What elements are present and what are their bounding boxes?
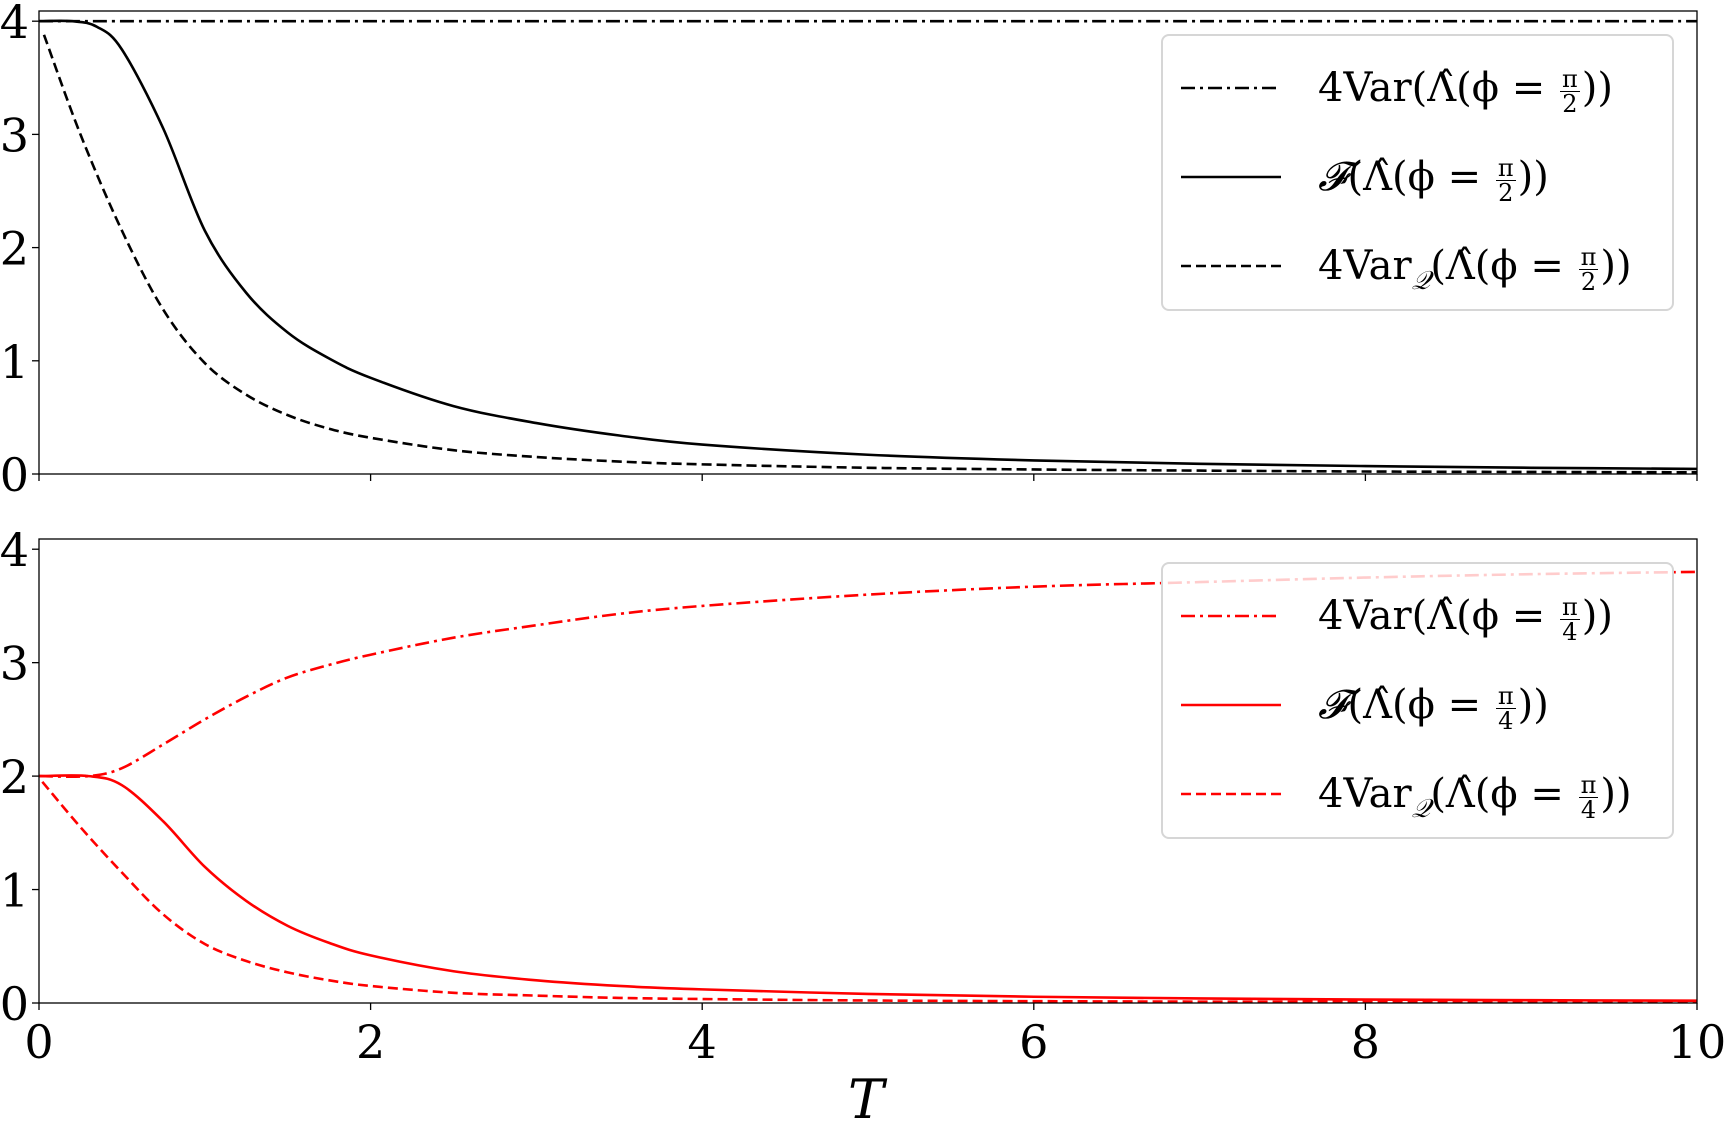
legend-line-sample <box>1181 792 1281 796</box>
legend-line-sample <box>1181 703 1281 707</box>
x-tick-label-10: 10 <box>1668 1015 1725 1069</box>
legend-entry: 4Var(Λ̂(ϕ = π 4)) <box>1163 586 1672 646</box>
legend-entry: 𝓕(Λ̂(ϕ = π 4)) <box>1163 675 1672 735</box>
series-line-0-1 <box>39 19 1697 471</box>
legend-label: 𝓕(Λ̂(ϕ = π 4)) <box>1318 681 1549 735</box>
x-tick-label-4: 4 <box>688 1015 717 1069</box>
legend: 4Var(Λ̂(ϕ = π 4)) 𝓕(Λ̂(ϕ = π 4)) 4Var𝒬(Λ̂(ϕ … <box>1161 562 1674 839</box>
legend-entry: 𝓕(Λ̂(ϕ = π 2)) <box>1163 147 1672 207</box>
legend-label: 4Var(Λ̂(ϕ = π 2)) <box>1318 64 1613 118</box>
legend-label: 4Var𝒬(Λ̂(ϕ = π 2)) <box>1318 242 1632 296</box>
legend-entry: 4Var(Λ̂(ϕ = π 2)) <box>1163 58 1672 118</box>
y-tick-label-0-1: 1 <box>0 335 29 389</box>
y-tick-label-1-4: 4 <box>0 523 29 577</box>
y-tick-label-0-0: 0 <box>0 448 29 502</box>
y-tick-label-1-1: 1 <box>0 864 29 918</box>
y-tick-label-1-2: 2 <box>0 750 29 804</box>
y-tick-label-0-4: 4 <box>0 0 29 49</box>
axes-frame-0 <box>38 10 1698 475</box>
series-line-0-2 <box>42 34 1697 474</box>
x-tick-label-2: 2 <box>356 1015 385 1069</box>
y-tick-label-0-2: 2 <box>0 222 29 276</box>
x-tick-label-6: 6 <box>1019 1015 1048 1069</box>
legend-line-sample <box>1181 86 1281 90</box>
x-axis-label: T <box>848 1068 885 1131</box>
legend-line-sample <box>1181 614 1281 618</box>
legend-label: 4Var𝒬(Λ̂(ϕ = π 4)) <box>1318 770 1632 824</box>
y-tick-label-1-0: 0 <box>0 977 29 1031</box>
series-line-1-1 <box>39 774 1697 1003</box>
y-tick-label-1-3: 3 <box>0 637 29 691</box>
axes-frame-1 <box>38 538 1698 1004</box>
legend: 4Var(Λ̂(ϕ = π 2)) 𝓕(Λ̂(ϕ = π 2)) 4Var𝒬(Λ̂(ϕ … <box>1161 34 1674 311</box>
x-tick-label-0: 0 <box>24 1015 53 1069</box>
legend-label: 4Var(Λ̂(ϕ = π 4)) <box>1318 592 1613 646</box>
legend-line-sample <box>1181 175 1281 179</box>
legend-label: 𝓕(Λ̂(ϕ = π 2)) <box>1318 153 1549 207</box>
legend-entry: 4Var𝒬(Λ̂(ϕ = π 2)) <box>1163 236 1672 296</box>
x-tick-label-8: 8 <box>1351 1015 1380 1069</box>
series-line-1-2 <box>41 780 1697 1003</box>
legend-line-sample <box>1181 264 1281 268</box>
legend-entry: 4Var𝒬(Λ̂(ϕ = π 4)) <box>1163 764 1672 824</box>
y-tick-label-0-3: 3 <box>0 108 29 162</box>
